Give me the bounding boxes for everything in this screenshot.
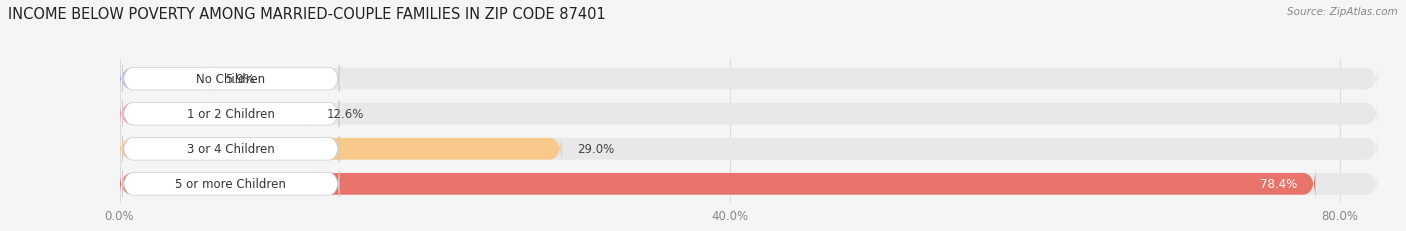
Text: Source: ZipAtlas.com: Source: ZipAtlas.com [1286,7,1398,17]
Text: 78.4%: 78.4% [1260,178,1298,191]
FancyBboxPatch shape [120,62,1378,96]
FancyBboxPatch shape [122,171,339,197]
Text: 1 or 2 Children: 1 or 2 Children [187,108,274,121]
FancyBboxPatch shape [122,101,339,127]
Text: 5 or more Children: 5 or more Children [176,178,287,191]
FancyBboxPatch shape [120,97,312,131]
Text: INCOME BELOW POVERTY AMONG MARRIED-COUPLE FAMILIES IN ZIP CODE 87401: INCOME BELOW POVERTY AMONG MARRIED-COUPL… [8,7,606,22]
FancyBboxPatch shape [120,167,1378,201]
Text: 3 or 4 Children: 3 or 4 Children [187,143,274,156]
FancyBboxPatch shape [122,136,339,162]
FancyBboxPatch shape [120,132,562,166]
FancyBboxPatch shape [120,62,209,96]
FancyBboxPatch shape [120,97,1378,131]
FancyBboxPatch shape [120,167,1316,201]
Text: 5.9%: 5.9% [225,73,254,86]
Text: 12.6%: 12.6% [328,108,364,121]
Text: No Children: No Children [197,73,266,86]
Text: 29.0%: 29.0% [576,143,614,156]
FancyBboxPatch shape [122,66,339,92]
FancyBboxPatch shape [120,132,1378,166]
